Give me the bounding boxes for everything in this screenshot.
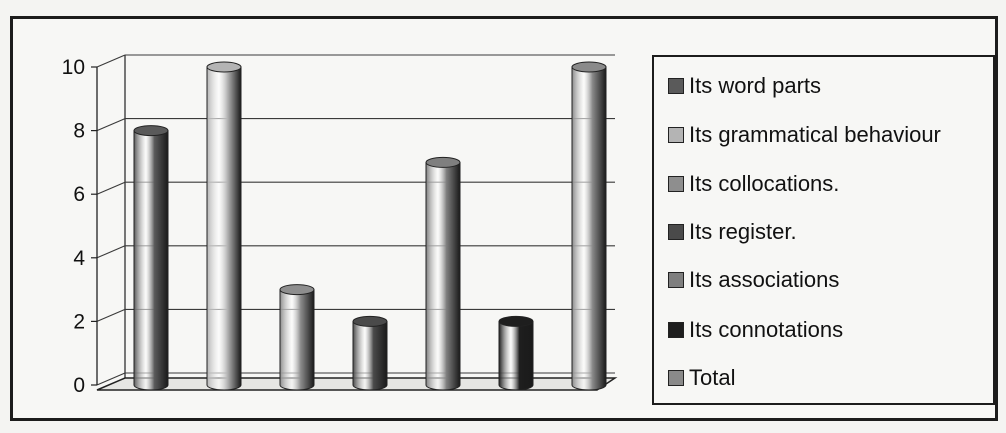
y-tick-label: 2 xyxy=(73,310,85,333)
legend-label: Total xyxy=(689,365,736,390)
legend-swatch xyxy=(668,272,684,288)
bar-cylinder-top xyxy=(571,61,607,73)
bar-cylinder xyxy=(279,289,315,391)
legend-swatch xyxy=(668,370,684,386)
legend-swatch xyxy=(668,176,684,192)
bar-cylinder-top xyxy=(498,315,534,327)
chart-gridline-depth xyxy=(96,181,126,195)
bar-cylinder xyxy=(133,130,169,391)
bar-cylinder-top xyxy=(279,284,315,296)
chart-legend: Its word parts Its grammatical behaviour… xyxy=(652,55,995,405)
legend-swatch xyxy=(668,224,684,240)
legend-label: Its grammatical behaviour xyxy=(689,122,941,147)
chart-gridline-depth xyxy=(96,308,126,322)
legend-label: Its word parts xyxy=(689,73,822,98)
legend-item-word-parts: Its word parts xyxy=(668,71,821,101)
y-tick-label: 4 xyxy=(73,247,85,270)
bar-cylinder xyxy=(498,320,534,391)
bar-cylinder xyxy=(352,320,388,391)
legend-item-grammatical-behaviour: Its grammatical behaviour xyxy=(668,120,941,150)
legend-label: Its collocations. xyxy=(689,171,840,196)
legend-item-collocations: Its collocations. xyxy=(668,169,839,199)
legend-item-total: Total xyxy=(668,363,735,393)
chart-gridline-depth xyxy=(96,372,126,386)
bar-cylinder-top xyxy=(352,315,388,327)
y-tick-label: 6 xyxy=(73,183,85,206)
legend-label: Its register. xyxy=(689,219,797,244)
y-tick-label: 10 xyxy=(62,56,85,79)
legend-label: Its associations xyxy=(689,267,840,292)
y-tick-label: 0 xyxy=(73,374,85,397)
chart-gridline-depth xyxy=(96,54,126,68)
chart-gridline-depth xyxy=(96,118,126,132)
legend-swatch xyxy=(668,322,684,338)
bar-cylinder-top xyxy=(425,156,461,168)
legend-item-associations: Its associations xyxy=(668,265,839,295)
legend-swatch xyxy=(668,78,684,94)
chart-gridline-depth xyxy=(96,245,126,259)
legend-label: Its connotations xyxy=(689,317,844,342)
y-tick-label: 8 xyxy=(73,120,85,143)
legend-item-register: Its register. xyxy=(668,217,797,247)
legend-swatch xyxy=(668,127,684,143)
bar-cylinder xyxy=(571,66,607,391)
bar-cylinder xyxy=(425,161,461,391)
legend-item-connotations: Its connotations xyxy=(668,315,843,345)
bar-cylinder xyxy=(206,66,242,391)
bar-cylinder-top xyxy=(206,61,242,73)
bar-cylinder-top xyxy=(133,125,169,137)
